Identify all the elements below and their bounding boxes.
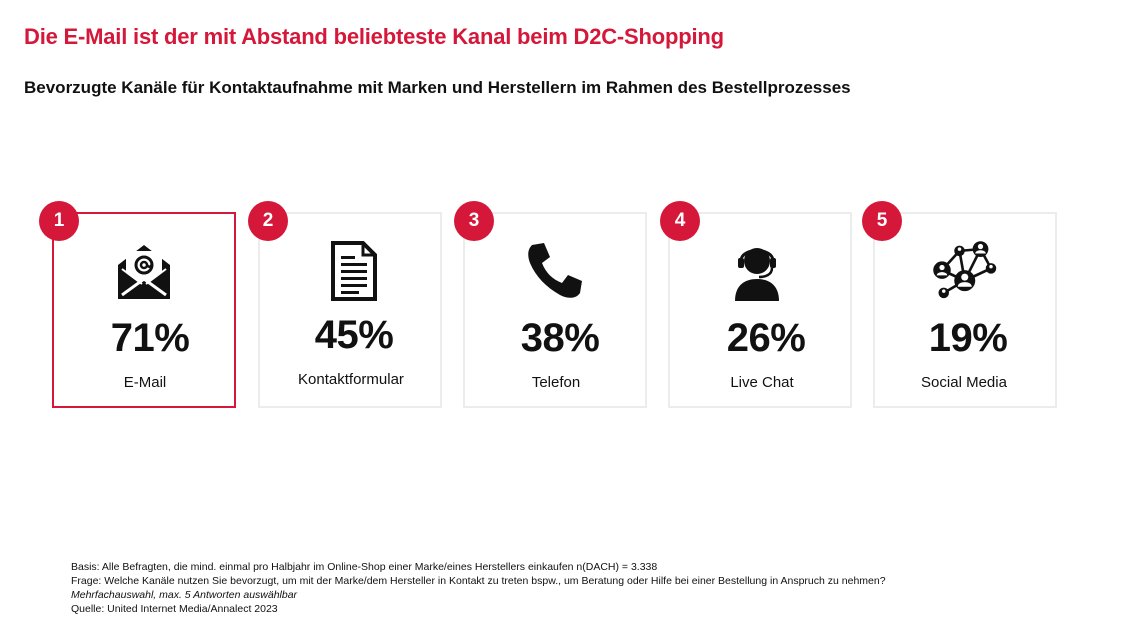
email-icon xyxy=(109,236,179,306)
multiple-choice-note: Mehrfachauswahl, max. 5 Antworten auswäh… xyxy=(71,589,298,601)
ranking-card-phone xyxy=(463,212,647,408)
channel-label: Telefon xyxy=(531,374,581,391)
source-note: Quelle: United Internet Media/Annalect 2… xyxy=(71,603,278,615)
percentage-value: 45% xyxy=(314,313,394,357)
rank-badge: 3 xyxy=(454,201,494,241)
support-agent-icon xyxy=(722,236,792,306)
percentage-value: 26% xyxy=(726,316,806,360)
percentage-value: 71% xyxy=(110,316,190,360)
rank-badge: 2 xyxy=(248,201,288,241)
question-note: Frage: Welche Kanäle nutzen Sie bevorzug… xyxy=(71,575,886,587)
percentage-value: 19% xyxy=(928,316,1008,360)
page-title: Die E-Mail ist der mit Abstand beliebtes… xyxy=(24,24,724,49)
social-network-icon xyxy=(928,236,998,306)
rank-badge: 4 xyxy=(660,201,700,241)
channel-label: Social Media xyxy=(921,374,1007,391)
ranking-card-live-chat xyxy=(668,212,852,408)
rank-badge: 5 xyxy=(862,201,902,241)
channel-label: Live Chat xyxy=(730,374,794,391)
chart-subtitle: Bevorzugte Kanäle für Kontaktaufnahme mi… xyxy=(24,78,851,97)
rank-badge: 1 xyxy=(39,201,79,241)
footnotes: Basis: Alle Befragten, die mind. einmal … xyxy=(71,560,886,616)
ranking-card-email xyxy=(52,212,236,408)
channel-label: E-Mail xyxy=(123,374,167,391)
document-icon xyxy=(318,236,388,306)
channel-label: Kontaktformular xyxy=(298,371,404,388)
percentage-value: 38% xyxy=(520,316,600,360)
phone-icon xyxy=(519,236,589,306)
ranking-card-social-media xyxy=(873,212,1057,408)
basis-note: Basis: Alle Befragten, die mind. einmal … xyxy=(71,561,658,573)
